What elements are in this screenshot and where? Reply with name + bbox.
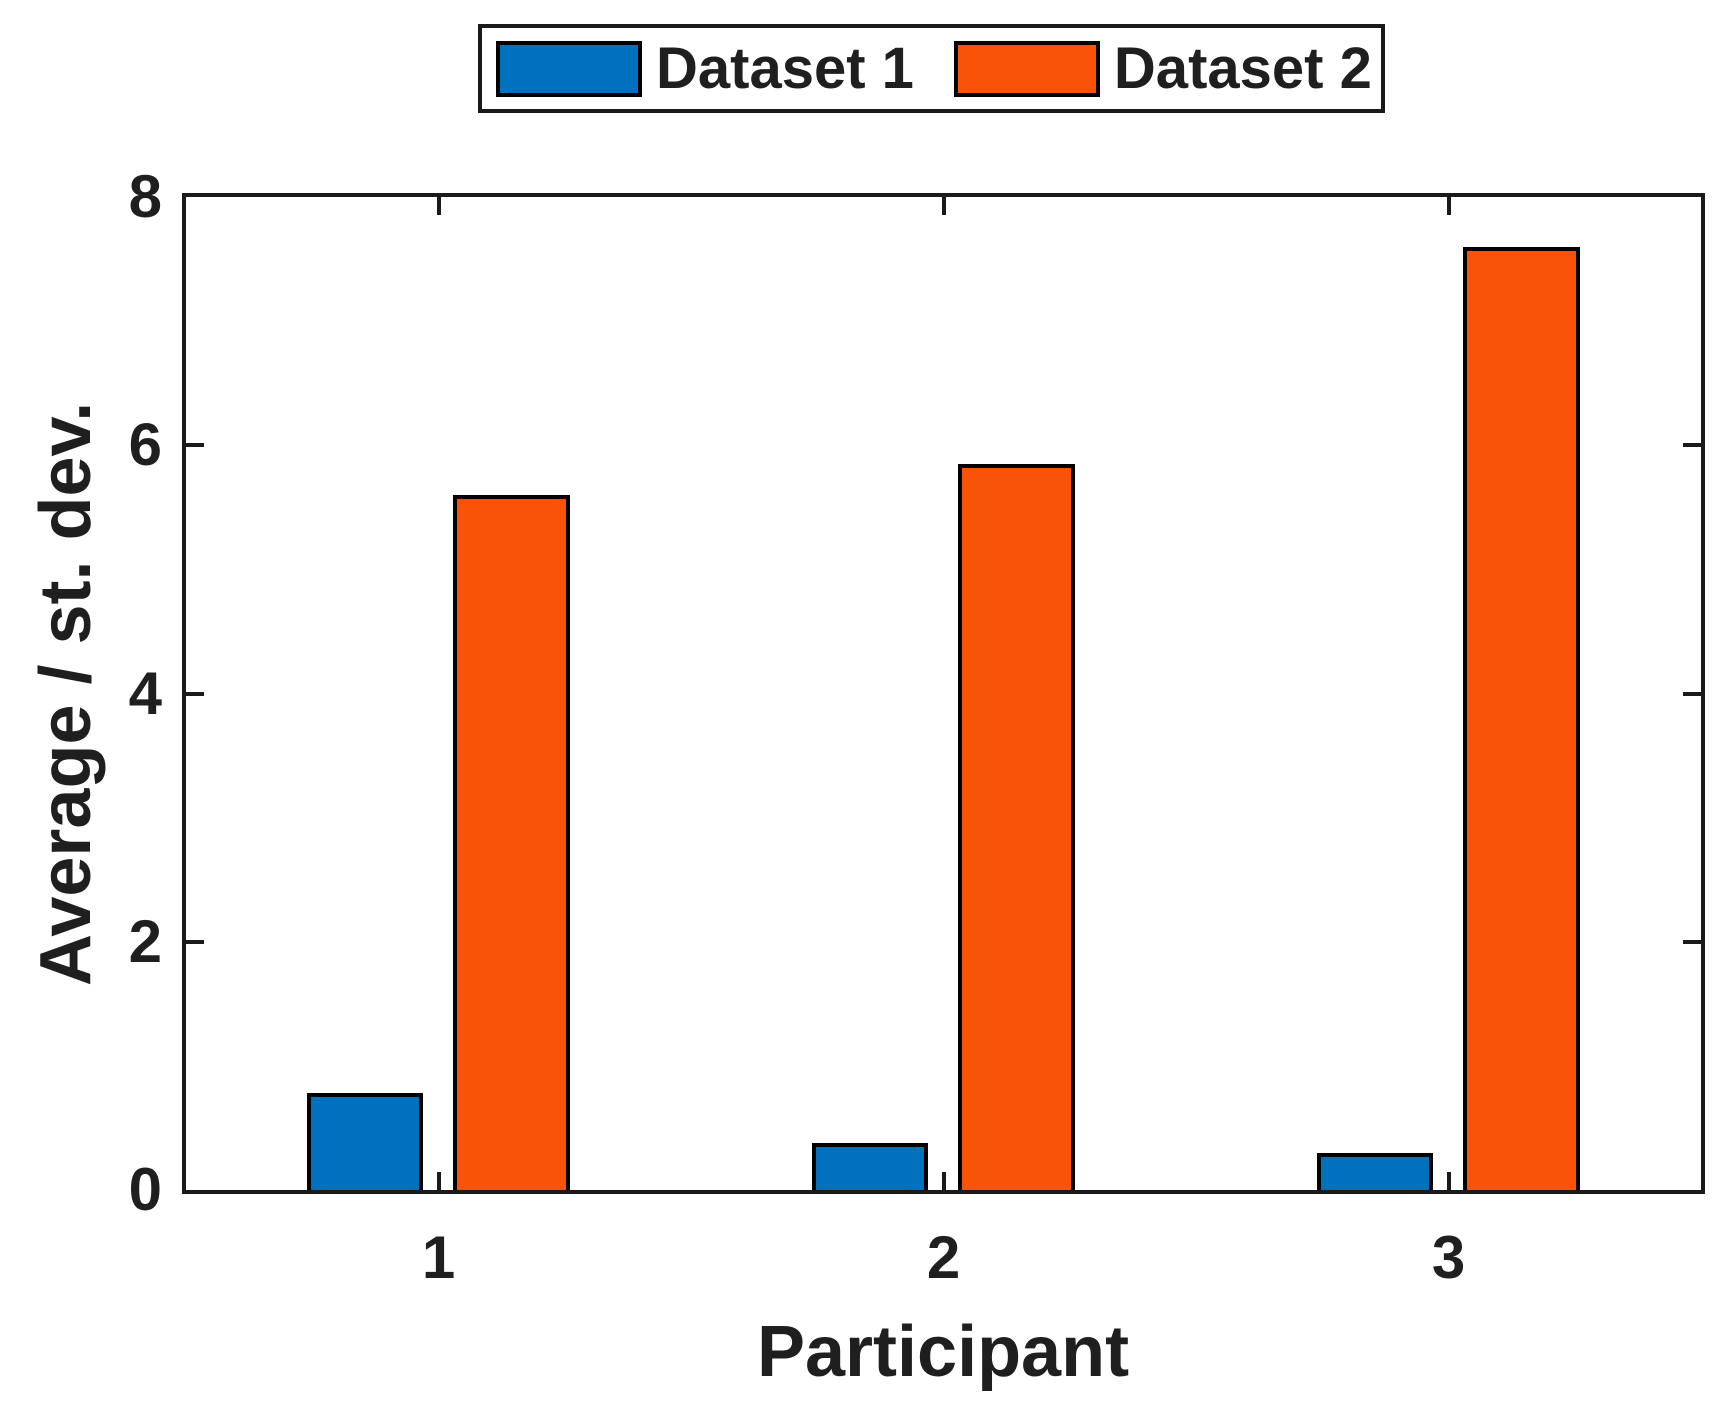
legend-swatch-dataset-1-icon [496,40,642,97]
x-tick-label: 2 [926,1224,961,1291]
legend-entry-dataset-1: Dataset 1 [496,35,914,101]
y-axis-title: Average / st. dev. [26,401,106,986]
x-tick-mark [941,1172,946,1190]
y-tick-mark [186,691,204,696]
y-tick-label: 6 [128,411,162,479]
x-tick-mark [1446,1172,1451,1190]
bar-dataset-1-participant-1 [306,1093,424,1190]
bar-dataset-2-participant-1 [453,494,571,1190]
x-tick-mark [436,1172,441,1190]
x-tick-label: 1 [421,1224,456,1291]
x-tick-mark [941,197,946,215]
bar-dataset-2-participant-3 [1463,246,1581,1190]
y-tick-label: 2 [128,907,162,975]
bar-dataset-1-participant-2 [811,1142,929,1190]
y-tick-mark [1683,443,1701,448]
y-tick-mark [186,939,204,944]
y-tick-mark [1683,691,1701,696]
legend-entry-dataset-2: Dataset 2 [953,35,1372,101]
bar-dataset-1-participant-3 [1316,1152,1434,1190]
y-tick-mark [186,443,204,448]
legend: Dataset 1 Dataset 2 [478,24,1385,113]
bar-dataset-2-participant-2 [958,463,1076,1190]
y-tick-label: 4 [128,659,162,727]
x-axis-title: Participant [756,1312,1130,1392]
y-tick-label: 8 [128,163,162,230]
x-tick-label: 3 [1431,1224,1466,1291]
x-tick-mark [1446,197,1451,215]
legend-label-dataset-2: Dataset 2 [1113,35,1372,101]
legend-swatch-dataset-2-icon [953,40,1100,97]
y-tick-label: 0 [128,1156,162,1223]
y-tick-mark [1683,939,1701,944]
plot-area [182,193,1705,1194]
legend-label-dataset-1: Dataset 1 [656,35,914,101]
x-tick-mark [436,197,441,215]
